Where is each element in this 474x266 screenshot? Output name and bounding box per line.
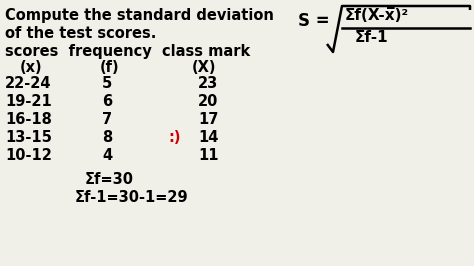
Text: 17: 17 xyxy=(198,112,219,127)
Text: (f): (f) xyxy=(100,60,119,75)
Text: Σf-1: Σf-1 xyxy=(355,30,389,45)
Text: 19-21: 19-21 xyxy=(5,94,52,109)
Text: 6: 6 xyxy=(102,94,112,109)
Text: 4: 4 xyxy=(102,148,112,163)
Text: 8: 8 xyxy=(102,130,112,145)
Text: Compute the standard deviation: Compute the standard deviation xyxy=(5,8,274,23)
Text: 10-12: 10-12 xyxy=(5,148,52,163)
Text: of the test scores.: of the test scores. xyxy=(5,26,156,41)
Text: 16-18: 16-18 xyxy=(5,112,52,127)
Text: 13-15: 13-15 xyxy=(5,130,52,145)
Text: 11: 11 xyxy=(198,148,219,163)
Text: Σf(X-x̅)²: Σf(X-x̅)² xyxy=(345,8,409,23)
Text: (x): (x) xyxy=(20,60,43,75)
Text: scores  frequency  class mark: scores frequency class mark xyxy=(5,44,250,59)
Text: Σf-1=30-1=29: Σf-1=30-1=29 xyxy=(75,190,189,205)
Text: :): :) xyxy=(168,130,181,145)
Text: 22-24: 22-24 xyxy=(5,76,52,91)
Text: 14: 14 xyxy=(198,130,219,145)
Text: 23: 23 xyxy=(198,76,218,91)
Text: 7: 7 xyxy=(102,112,112,127)
Text: 5: 5 xyxy=(102,76,112,91)
Text: (X): (X) xyxy=(192,60,217,75)
Text: Σf=30: Σf=30 xyxy=(85,172,134,187)
Text: 20: 20 xyxy=(198,94,219,109)
Text: S =: S = xyxy=(298,12,336,30)
